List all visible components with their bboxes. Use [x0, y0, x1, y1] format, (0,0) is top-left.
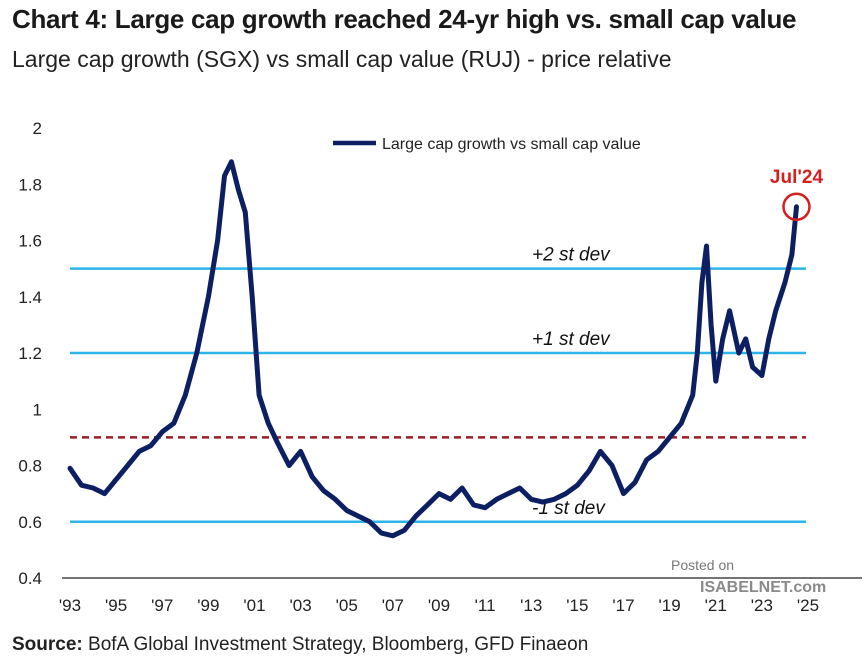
std-dev-label: +2 st dev — [532, 245, 611, 266]
chart-title: Chart 4: Large cap growth reached 24-yr … — [12, 4, 797, 34]
std-dev-label: -1 st dev — [532, 498, 606, 519]
watermark-line2: ISABELNET.com — [700, 579, 826, 596]
x-tick-label: '95 — [105, 596, 127, 615]
x-tick-label: '15 — [566, 596, 588, 615]
y-tick-label: 1.4 — [18, 288, 42, 307]
std-dev-label: +1 st dev — [532, 329, 611, 350]
y-tick-label: 1.2 — [18, 344, 42, 363]
y-tick-label: 1.6 — [18, 232, 42, 251]
x-tick-label: '25 — [797, 596, 819, 615]
x-tick-label: '11 — [475, 596, 496, 615]
y-tick-label: 0.6 — [18, 513, 42, 532]
x-tick-label: '17 — [612, 596, 634, 615]
x-tick-label: '97 — [151, 596, 173, 615]
x-tick-label: '13 — [520, 596, 542, 615]
legend-label: Large cap growth vs small cap value — [382, 136, 641, 153]
x-tick-label: '07 — [382, 596, 404, 615]
x-tick-label: '01 — [243, 596, 265, 615]
x-tick-label: '19 — [659, 596, 681, 615]
y-tick-label: 2 — [33, 119, 42, 138]
source-label: Source: — [12, 634, 83, 655]
x-tick-label: '03 — [290, 596, 312, 615]
source-text: BofA Global Investment Strategy, Bloombe… — [88, 634, 589, 655]
x-tick-label: '99 — [197, 596, 219, 615]
x-tick-label: '93 — [59, 596, 81, 615]
x-tick-label: '09 — [428, 596, 450, 615]
series-line — [67, 159, 799, 539]
source-note: Source: BofA Global Investment Strategy,… — [12, 634, 588, 656]
chart-subtitle: Large cap growth (SGX) vs small cap valu… — [12, 46, 672, 72]
x-tick-label: '21 — [705, 596, 727, 615]
callout-label: Jul'24 — [770, 167, 824, 188]
y-tick-label: 0.8 — [18, 457, 42, 476]
x-tick-label: '23 — [751, 596, 773, 615]
watermark-line1: Posted on — [671, 557, 734, 573]
callout-circle — [782, 192, 811, 221]
x-tick-label: '05 — [336, 596, 358, 615]
y-tick-label: 1 — [33, 400, 42, 419]
legend: Large cap growth vs small cap value — [333, 136, 641, 153]
y-tick-label: 1.8 — [18, 175, 42, 194]
y-tick-label: 0.4 — [18, 569, 42, 588]
watermark: Posted on ISABELNET.com — [671, 557, 826, 596]
